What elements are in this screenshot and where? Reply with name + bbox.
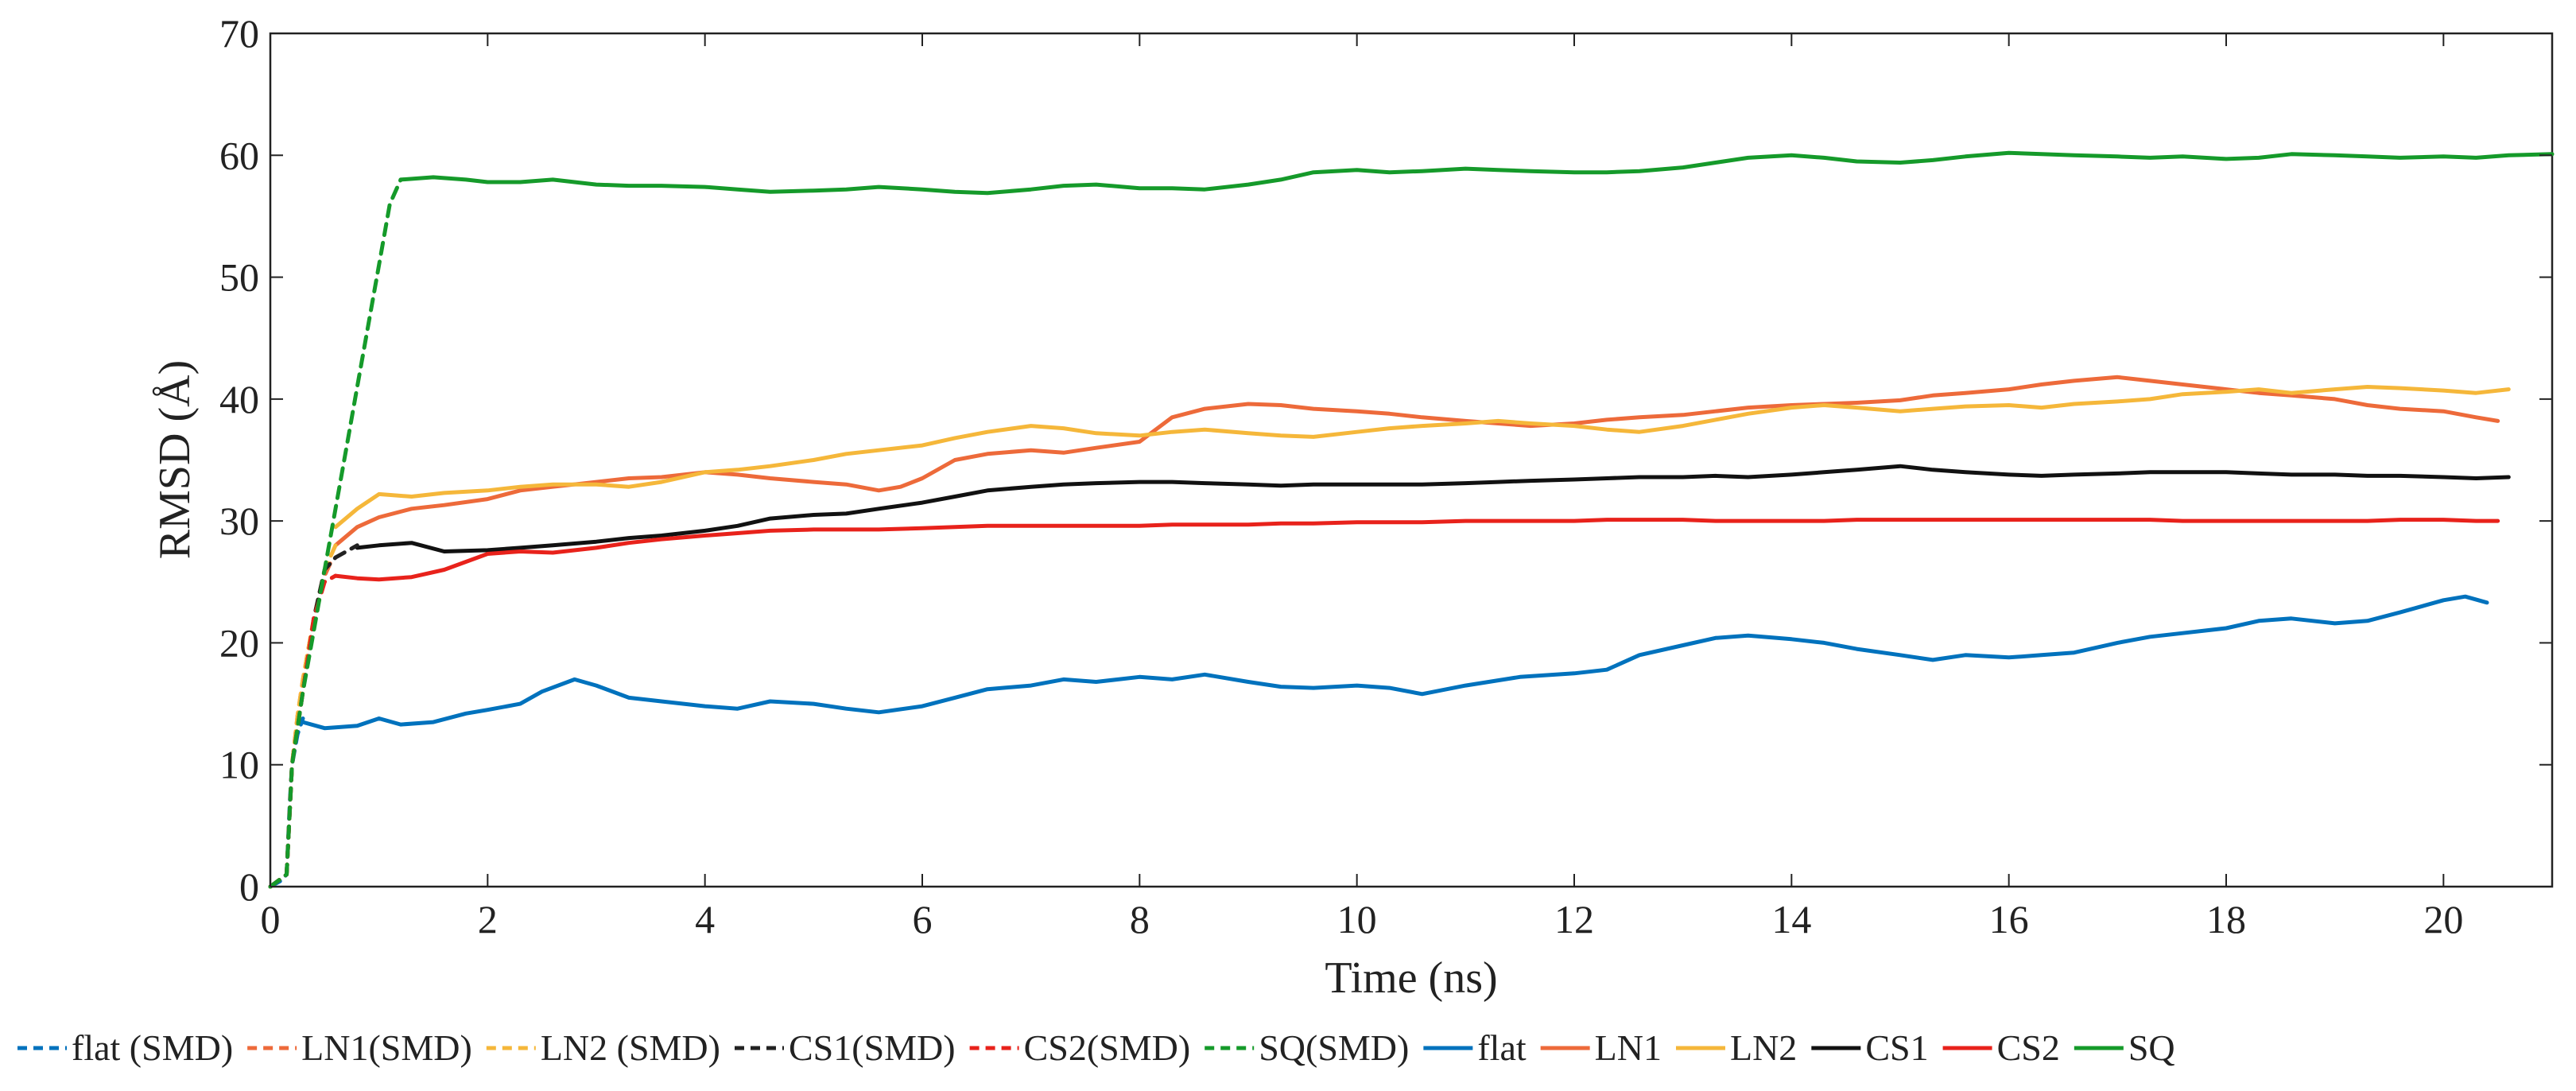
legend-label-cs2: CS2 <box>1997 1027 2060 1068</box>
x-tick-label: 14 <box>1771 897 1811 942</box>
series-layer <box>268 150 2555 889</box>
y-axis-label: RMSD (Å) <box>150 360 200 559</box>
y-tick-label: 50 <box>219 255 259 300</box>
series-line-sq-smd <box>268 177 403 889</box>
legend-label-sq-smd: SQ(SMD) <box>1259 1027 1409 1068</box>
plot-area-frame <box>269 32 2554 888</box>
x-axis-ticks: 0 2 4 6 8 10 12 14 16 18 20 <box>261 33 2463 942</box>
x-tick-label: 18 <box>2206 897 2246 942</box>
y-tick-label: 60 <box>219 133 259 177</box>
y-axis-ticks: 0 10 20 30 40 50 60 70 <box>219 11 2552 909</box>
legend-label-cs1-smd: CS1(SMD) <box>789 1027 956 1068</box>
y-tick-label: 20 <box>219 620 259 665</box>
legend-label-ln1-smd: LN1(SMD) <box>301 1027 472 1068</box>
x-tick-label: 0 <box>261 897 281 942</box>
series-line-sq <box>398 150 2555 196</box>
series-line-cs1 <box>355 464 2511 553</box>
legend-label-ln2-smd: LN2 (SMD) <box>541 1027 720 1068</box>
legend-label-ln2: LN2 <box>1730 1027 1797 1068</box>
legend-label-ln1: LN1 <box>1595 1027 1662 1068</box>
series-line-ln1 <box>333 375 2500 548</box>
legend-label-flat-smd: flat (SMD) <box>72 1027 233 1068</box>
series-line-flat <box>301 594 2489 731</box>
legend-label-sq: SQ <box>2128 1027 2175 1068</box>
x-tick-label: 4 <box>695 897 715 942</box>
x-tick-label: 10 <box>1337 897 1377 942</box>
x-tick-label: 6 <box>913 897 933 942</box>
legend-label-cs1: CS1 <box>1865 1027 1928 1068</box>
legend-label-flat: flat <box>1477 1027 1527 1068</box>
x-tick-label: 2 <box>478 897 498 942</box>
x-axis-label: Time (ns) <box>1325 953 1497 1003</box>
y-tick-label: 10 <box>219 743 259 787</box>
series-line-cs2 <box>333 518 2500 582</box>
series-line-ln2 <box>333 385 2511 530</box>
y-tick-label: 40 <box>219 377 259 421</box>
x-tick-label: 16 <box>1989 897 2029 942</box>
x-tick-label: 8 <box>1130 897 1150 942</box>
x-tick-label: 12 <box>1554 897 1594 942</box>
y-tick-label: 0 <box>239 864 259 909</box>
x-tick-label: 20 <box>2423 897 2463 942</box>
y-tick-label: 30 <box>219 499 259 543</box>
legend: flat (SMD) LN1(SMD) LN2 (SMD) CS1(SMD) CS2(S… <box>17 1027 2175 1068</box>
y-tick-label: 70 <box>219 11 259 56</box>
legend-label-cs2-smd: CS2(SMD) <box>1024 1027 1191 1068</box>
